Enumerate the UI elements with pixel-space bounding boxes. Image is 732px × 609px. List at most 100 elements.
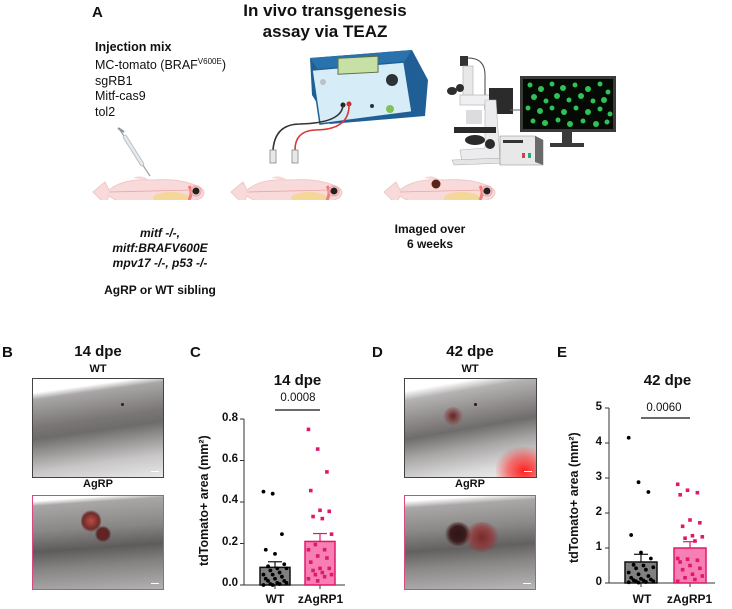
data-point — [282, 562, 287, 567]
data-point — [266, 578, 270, 583]
data-point — [325, 556, 329, 560]
chart-c-ytick: 0.6 — [222, 453, 238, 465]
data-point — [675, 482, 680, 487]
data-point — [639, 550, 643, 555]
panel-b-agrp-label: AgRP — [83, 478, 113, 490]
electrodes-icon — [269, 103, 350, 164]
data-point — [688, 518, 692, 522]
data-point — [631, 562, 636, 567]
panel-d-timepoint: 42 dpe — [446, 343, 494, 360]
data-point — [685, 488, 690, 493]
data-point — [315, 554, 320, 558]
chart-e-xlabel-wt: WT — [632, 592, 652, 606]
data-point — [678, 560, 682, 564]
imaging-line-2: 6 weeks — [406, 237, 454, 251]
chart-e-pvalue: 0.0060 — [646, 402, 682, 414]
chart-e-title: 42 dpe — [643, 372, 692, 389]
data-point — [327, 509, 332, 514]
data-point — [329, 532, 334, 536]
panel-d-wt-label: WT — [461, 363, 479, 375]
data-point — [308, 488, 313, 493]
data-point — [680, 524, 685, 529]
panel-d-letter: D — [372, 344, 383, 361]
data-point — [629, 575, 634, 580]
injection-item-mitf-cas9: Mitf-cas9 — [95, 89, 146, 104]
injection-item-sgrb1: sgRB1 — [95, 73, 133, 88]
tumor-spot — [465, 522, 499, 552]
monitor-icon — [520, 76, 616, 147]
tumor-spot — [95, 526, 111, 542]
chart-c-xlabel-zagrp1: zAgRP1 — [297, 592, 344, 606]
tumor-spot — [443, 407, 463, 425]
title-line-1: In vivo transgenesis — [243, 1, 407, 20]
data-point — [270, 583, 275, 587]
panel-c-letter: C — [190, 344, 201, 361]
data-point — [690, 572, 695, 577]
data-point — [280, 574, 284, 579]
genotype-text: mitf -/-, mitf:BRAFV600E mpv17 -/-, p53 … — [90, 226, 230, 271]
data-point — [644, 580, 648, 584]
data-point — [261, 572, 266, 577]
micrograph-42dpe-agrp — [404, 495, 536, 590]
data-point — [275, 566, 280, 571]
data-point — [695, 490, 700, 495]
chart-c-ytick: 0.2 — [222, 536, 238, 548]
data-point — [284, 581, 289, 585]
data-point — [646, 574, 651, 578]
data-point — [329, 572, 334, 577]
data-point — [308, 560, 313, 564]
panel-a-title: In vivo transgenesis assay via TEAZ — [200, 0, 450, 42]
chart-e-ytick: 4 — [595, 436, 602, 448]
chart-e-ytick: 3 — [595, 471, 602, 483]
panel-b-wt-label: WT — [89, 363, 107, 375]
data-point — [322, 574, 327, 579]
chart-c-ytick: 0.0 — [222, 577, 238, 589]
panel-e-letter: E — [557, 344, 568, 361]
data-point — [629, 533, 634, 537]
chart-c-ytick: 0.4 — [222, 494, 238, 506]
item-text: MC-tomato (BRAF — [95, 58, 198, 73]
data-point — [683, 536, 687, 540]
data-point — [698, 566, 702, 571]
data-point — [320, 570, 325, 575]
data-point — [648, 556, 653, 561]
data-point — [277, 582, 282, 586]
data-point — [693, 539, 697, 543]
data-point — [261, 489, 266, 494]
chart-e-ytick: 5 — [595, 401, 602, 413]
genotype-line-1: mitf -/-, — [140, 226, 180, 240]
panel-a-letter: A — [92, 4, 103, 21]
data-point — [700, 535, 705, 539]
injection-item-mc-tomato: MC-tomato (BRAFV600E) — [95, 54, 226, 74]
group-label: AgRP or WT sibling — [104, 283, 216, 297]
tumor-spot — [121, 403, 124, 406]
data-point — [680, 567, 685, 572]
tumor-fish-icon — [382, 174, 497, 200]
data-point — [320, 516, 325, 521]
genotype-line-2: mitf:BRAFV600E — [112, 241, 208, 255]
panel-b-letter: B — [2, 344, 13, 361]
panel-a-illustration — [91, 50, 616, 200]
microscope-icon — [447, 56, 544, 166]
data-point — [311, 514, 315, 519]
micrograph-42dpe-wt — [404, 378, 537, 478]
data-point — [322, 547, 327, 552]
red-fluorescence — [496, 447, 536, 477]
data-point — [263, 547, 268, 552]
panel-d-agrp-label: AgRP — [455, 478, 485, 490]
injection-item-tol2: tol2 — [95, 104, 116, 119]
data-point — [695, 558, 700, 563]
data-point — [636, 580, 641, 585]
data-point — [626, 580, 631, 585]
chart-e-xlabel-zagrp1: zAgRP1 — [666, 592, 713, 606]
data-point — [646, 490, 651, 494]
panel-b-timepoint: 14 dpe — [74, 343, 122, 360]
data-point — [318, 566, 322, 571]
data-point — [626, 570, 631, 575]
scale-bar — [151, 582, 159, 584]
data-point — [306, 547, 311, 552]
data-point — [315, 447, 320, 451]
injection-mix: Injection mix MC-tomato (BRAFV600E) sgRB… — [95, 40, 226, 120]
chart-e-ytick: 2 — [595, 506, 602, 518]
